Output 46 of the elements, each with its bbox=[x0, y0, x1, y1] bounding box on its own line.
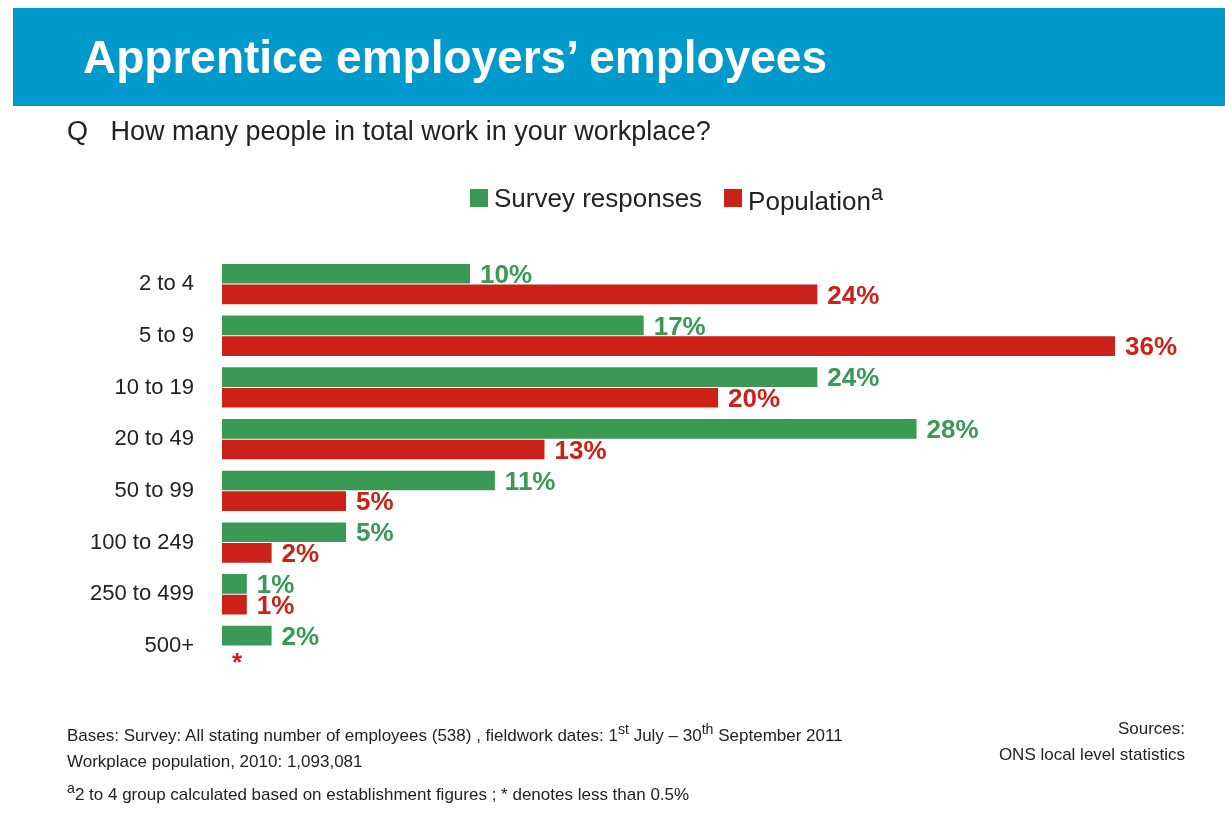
bar bbox=[222, 594, 247, 615]
data-label: 2% bbox=[281, 538, 320, 569]
data-label: 20% bbox=[728, 382, 781, 413]
y-tick-label: 20 to 49 bbox=[114, 425, 194, 451]
text: * bbox=[232, 647, 243, 678]
bar bbox=[222, 315, 644, 336]
bar bbox=[222, 284, 818, 305]
data-label: 17% bbox=[653, 310, 706, 341]
y-tick-label: 50 to 99 bbox=[114, 476, 194, 502]
data-label: 2% bbox=[281, 620, 320, 651]
bar bbox=[222, 470, 495, 491]
data-label: 5% bbox=[356, 517, 394, 548]
source-note: Sources: bbox=[1116, 718, 1185, 740]
text: ONS local level statistics bbox=[998, 744, 1185, 766]
legend-label: Population$^{a}$ bbox=[748, 180, 884, 217]
y-tick-label: 2 to 4 bbox=[138, 270, 194, 296]
bar bbox=[222, 574, 247, 594]
text: $^{a}$2 to 4 group calculated based on establishment figures ; * denotes less than 0.5% bbox=[67, 778, 691, 806]
y-tick-label: 500+ bbox=[144, 632, 194, 658]
data-label: 36% bbox=[1125, 331, 1178, 362]
data-label: 24% bbox=[827, 279, 880, 310]
data-label: 28% bbox=[926, 413, 979, 444]
y-tick-label: 250 to 499 bbox=[90, 580, 194, 606]
data-label: 11% bbox=[504, 465, 556, 496]
bar bbox=[222, 387, 719, 408]
bar bbox=[222, 543, 272, 563]
bar bbox=[222, 336, 1115, 356]
text: Workplace population, 2010: 1,093,081 bbox=[67, 750, 364, 773]
bar bbox=[222, 263, 471, 284]
bar bbox=[222, 367, 818, 387]
bar bbox=[222, 491, 347, 512]
y-tick-label: 5 to 9 bbox=[138, 321, 194, 347]
y-tick-label: 10 to 19 bbox=[114, 373, 194, 399]
bar bbox=[222, 439, 545, 460]
bar bbox=[222, 522, 347, 543]
bar bbox=[222, 625, 272, 646]
data-label: 5% bbox=[356, 486, 394, 517]
chart-subtitle: Q How many people in total work in your workplace? bbox=[67, 116, 711, 147]
data-label: 10% bbox=[480, 258, 533, 289]
chart-title: Apprentice employers’ employees bbox=[83, 30, 827, 84]
legend-label: Survey responses bbox=[494, 182, 703, 214]
data-label: 13% bbox=[554, 434, 607, 465]
bar bbox=[222, 418, 917, 439]
data-label: 24% bbox=[827, 362, 880, 393]
y-tick-label: 100 to 249 bbox=[90, 528, 194, 554]
text: Bases: Survey: All stating number of employees (538) , fieldwork dates: 1$^{st}$ July – 30$^{th}$ September 2011 bbox=[67, 720, 843, 747]
